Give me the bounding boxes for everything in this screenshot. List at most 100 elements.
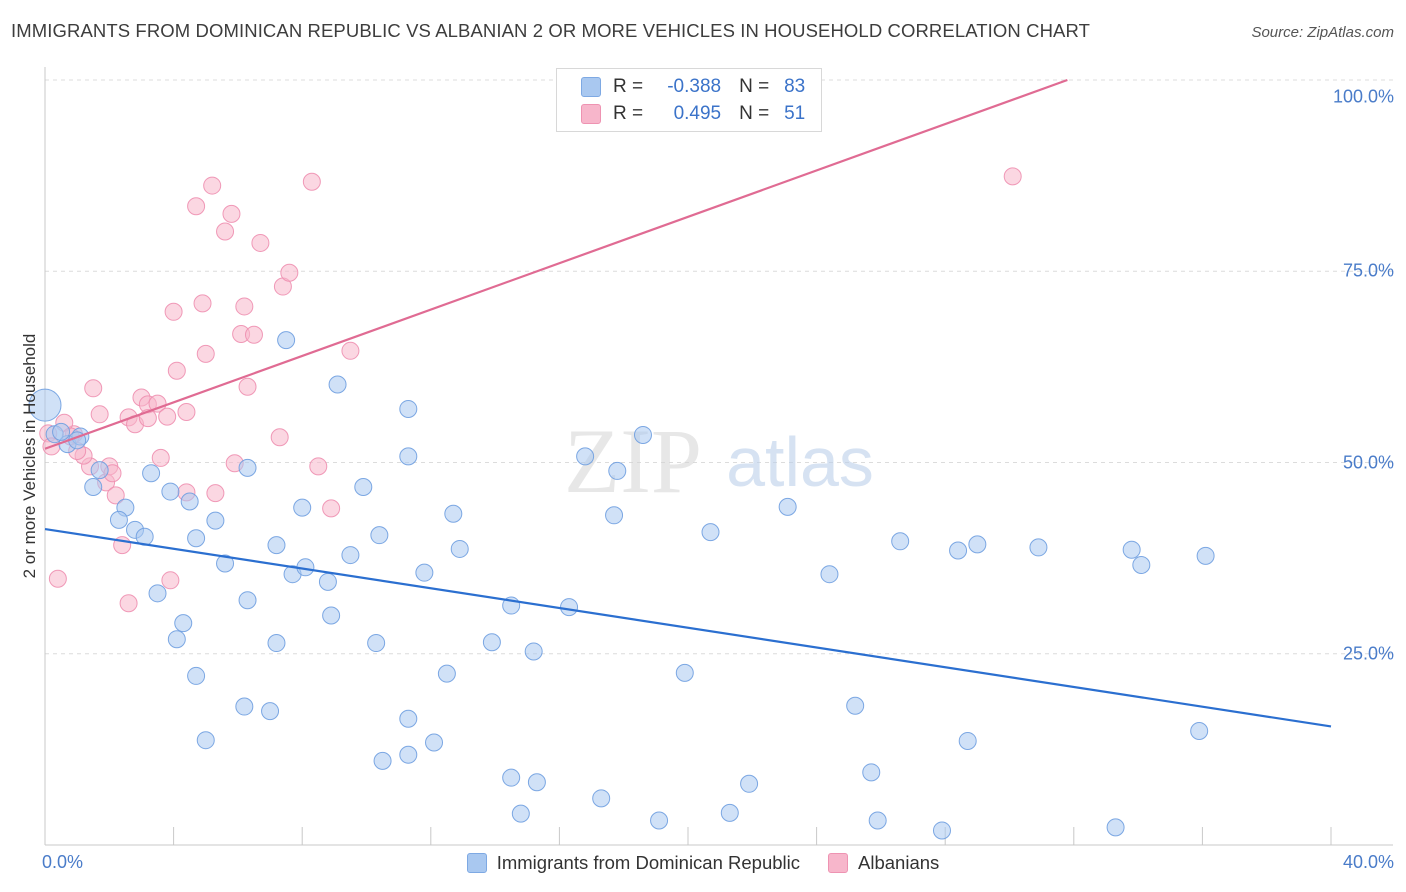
albanians-point (222, 204, 241, 223)
dominican-point (216, 554, 235, 573)
albanians-point (302, 172, 321, 191)
legend-row-dominican: R = -0.388 N = 83 (581, 75, 805, 99)
n-value: 83 (784, 76, 806, 97)
dominican-point (109, 510, 128, 529)
dominican-point (354, 477, 373, 496)
dominican-point (370, 526, 389, 545)
albanians-point (193, 294, 212, 313)
dominican-point (161, 482, 180, 501)
dominican-point (148, 584, 167, 603)
dominican-point (167, 630, 186, 649)
y-tick-label: 100.0% (1332, 86, 1394, 107)
gridlines (45, 79, 1393, 655)
albanians-point (238, 377, 257, 396)
albanians-point (177, 403, 196, 422)
albanians-point (341, 341, 360, 360)
r-label: R = (613, 76, 644, 97)
dominican-point (415, 563, 434, 582)
dominican-point (267, 536, 286, 555)
watermark: ZIP atlas (564, 410, 874, 512)
dominican-point (633, 425, 652, 444)
legend-row-albanians: R = 0.495 N = 51 (581, 102, 805, 126)
albanians-point (164, 302, 183, 321)
dominican-point (1122, 540, 1141, 559)
y-tick-label: 50.0% (1342, 452, 1394, 472)
dominican-point (235, 697, 254, 716)
dominican-point (425, 733, 444, 752)
dominican-point (238, 591, 257, 610)
dominican-point (949, 541, 968, 560)
albanians-point (48, 569, 67, 588)
dominican-point (650, 811, 669, 830)
chart-title: IMMIGRANTS FROM DOMINICAN REPUBLIC VS AL… (11, 20, 1090, 41)
albanians-trend-line (44, 78, 1068, 450)
dominican-point (277, 331, 296, 350)
albanians-point (309, 457, 328, 476)
dominican-point (1106, 818, 1125, 837)
dominican-point (524, 642, 543, 661)
dominican-point (174, 614, 193, 633)
albanians-point (187, 197, 206, 216)
dominican-point (52, 422, 71, 441)
albanians-point (322, 499, 341, 518)
dominican-point (576, 447, 595, 466)
y-tick-label: 25.0% (1342, 643, 1394, 664)
dominican-point (560, 598, 579, 617)
dominican-point (740, 774, 759, 793)
n-value: 51 (784, 103, 806, 124)
dominican-point (701, 523, 720, 542)
dominican-point (367, 634, 386, 653)
x-tick-max: 40.0% (1342, 852, 1394, 872)
trend-lines (44, 78, 1332, 728)
dominican-point (206, 511, 225, 530)
albanians-point (1003, 167, 1022, 186)
dominican-point (399, 709, 418, 728)
albanians-point (244, 325, 263, 344)
dominican-point (322, 606, 341, 625)
albanians-point (106, 486, 125, 505)
dominican-point (605, 506, 624, 525)
dominican-point (196, 731, 215, 750)
dominican-point (1190, 722, 1209, 741)
y-axis-label: 2 or more Vehicles in Household (20, 333, 39, 579)
albanians-point (84, 379, 103, 398)
dominican-point (932, 821, 951, 840)
dominican-point (267, 634, 286, 653)
dominican-point (527, 773, 546, 792)
dominican-point (1029, 538, 1048, 557)
dominican-point (399, 745, 418, 764)
blue-swatch (581, 77, 601, 97)
dominican-trend-line (44, 527, 1332, 728)
albanians-point (161, 571, 180, 590)
albanians-point (251, 233, 270, 252)
dominican-point (820, 565, 839, 584)
dominican-point (437, 664, 456, 683)
dominican-point (341, 546, 360, 565)
dominican-point (444, 504, 463, 523)
series-legend: Immigrants from Dominican Republic Alban… (0, 852, 1406, 874)
dominican-point (511, 804, 530, 823)
dominican-point (592, 789, 611, 808)
albanians-point (203, 176, 222, 195)
albanians-point (270, 428, 289, 447)
dominican-point (958, 731, 977, 750)
dominican-point (261, 702, 280, 721)
albanians-point (206, 484, 225, 503)
dominican-point (293, 498, 312, 517)
dominican-point (862, 763, 881, 782)
x-tick-min: 0.0% (42, 852, 84, 872)
dominican-point (28, 388, 62, 422)
albanians-points (39, 167, 1022, 613)
dominican-point (720, 803, 739, 822)
axes (44, 67, 1393, 846)
dominican-point (373, 751, 392, 770)
dominican-point (238, 458, 257, 477)
r-label: R = (613, 103, 644, 124)
albanians-point (280, 263, 299, 282)
dominican-point (399, 447, 418, 466)
dominican-points (28, 331, 1215, 840)
dominican-point (778, 497, 797, 516)
dominican-point (608, 461, 627, 480)
dominican-point (968, 535, 987, 554)
